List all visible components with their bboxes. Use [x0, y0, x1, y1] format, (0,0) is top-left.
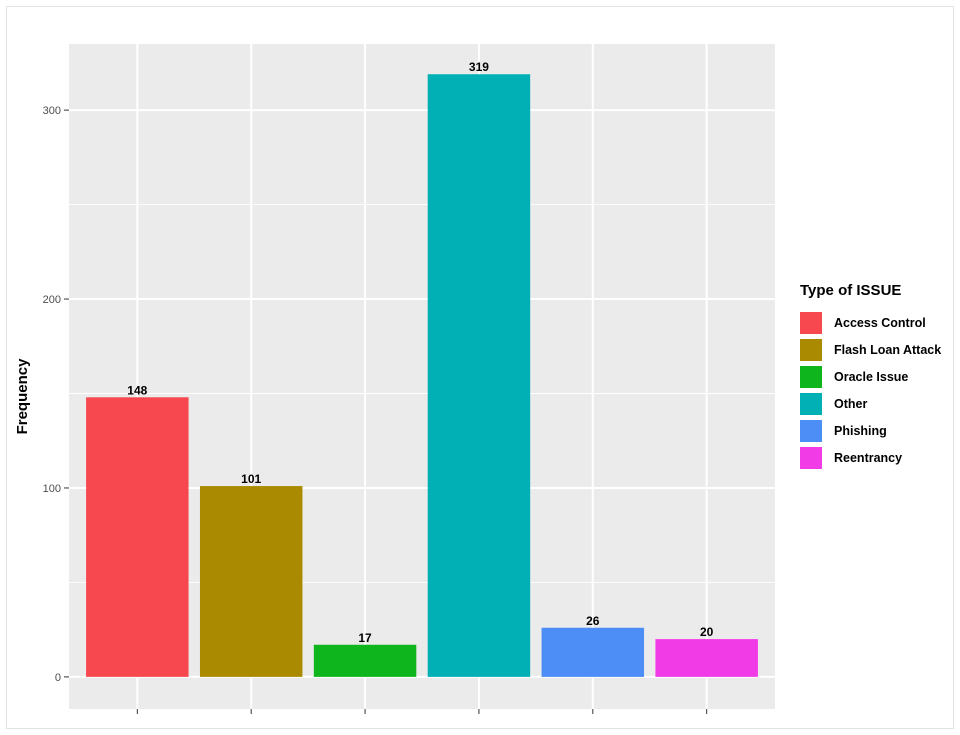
data-label: 148	[127, 383, 147, 397]
y-tick-label: 0	[55, 672, 61, 684]
bar	[541, 627, 645, 677]
legend-title: Type of ISSUE	[800, 282, 902, 299]
y-tick-label: 100	[43, 483, 61, 495]
legend-swatch	[800, 311, 822, 334]
data-label: 26	[586, 614, 600, 628]
legend-swatch	[800, 419, 822, 442]
data-label: 101	[241, 472, 261, 486]
legend-swatch	[800, 392, 822, 415]
legend-item: Phishing	[800, 417, 958, 444]
y-tick-label: 300	[43, 105, 61, 117]
legend-swatch	[800, 365, 822, 388]
legend-label: Oracle Issue	[834, 369, 909, 384]
legend-label: Reentrancy	[834, 450, 903, 465]
bar	[86, 397, 189, 677]
bar	[313, 644, 417, 677]
legend-label: Other	[834, 396, 868, 411]
legend-swatch	[800, 446, 822, 469]
legend-items: Access Control Flash Loan Attack Oracle …	[800, 309, 958, 471]
bar	[655, 639, 758, 677]
figure-frame	[6, 6, 954, 729]
chart-legend: Type of ISSUE Access Control Flash Loan …	[800, 282, 958, 471]
legend-swatch	[800, 338, 822, 361]
data-label: 20	[700, 625, 714, 639]
legend-item: Oracle Issue	[800, 363, 958, 390]
legend-item: Other	[800, 390, 958, 417]
legend-label: Flash Loan Attack	[834, 342, 942, 357]
data-label: 319	[469, 60, 489, 74]
y-axis-title: Frequency	[14, 358, 31, 435]
bar	[427, 74, 531, 677]
data-label: 17	[358, 631, 372, 645]
bar	[199, 486, 303, 677]
legend-label: Access Control	[834, 315, 926, 330]
legend-label: Phishing	[834, 423, 887, 438]
legend-item: Access Control	[800, 309, 958, 336]
legend-item: Reentrancy	[800, 444, 958, 471]
y-tick-label: 200	[43, 294, 61, 306]
legend-item: Flash Loan Attack	[800, 336, 958, 363]
